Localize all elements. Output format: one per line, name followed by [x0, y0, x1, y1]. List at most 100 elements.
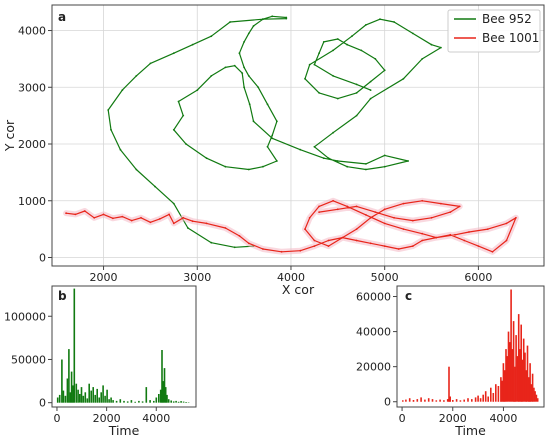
bar [92, 387, 94, 403]
series-bee-1001-point [158, 218, 161, 220]
x-axis-label: Time [454, 423, 486, 438]
bar [84, 392, 87, 403]
series-bee-1001-point [477, 245, 480, 248]
series-bee-952-point [271, 134, 274, 137]
bar [446, 399, 449, 402]
series-bee-952-point [196, 89, 199, 91]
series-bee-952-point [369, 97, 372, 100]
series-bee-952-point [322, 41, 325, 43]
bar [64, 395, 67, 403]
series-bee-952-point [172, 128, 175, 131]
series-bee-1001-point [262, 248, 264, 250]
bar [138, 400, 140, 403]
bar [96, 388, 98, 403]
series-bee-952-point [172, 52, 175, 55]
bar [104, 395, 106, 403]
bar [172, 401, 175, 403]
series-bee-952-point [243, 41, 246, 43]
panel-letter: c [405, 289, 412, 303]
x-tick-label: 0 [399, 412, 406, 425]
legend-box [447, 9, 541, 53]
bar [61, 359, 63, 403]
series-bee-1001-point [449, 211, 452, 214]
series-bee-1001-point [93, 216, 96, 219]
series-bee-1001-point [393, 216, 395, 219]
plot-frame [51, 285, 197, 408]
series-bee-952-point [365, 24, 367, 26]
series-bee-1001-point [280, 250, 283, 253]
bar [449, 396, 451, 402]
bar [115, 400, 118, 403]
bar [477, 395, 479, 402]
series-bee-952-point [238, 52, 241, 55]
x-tick-label: 6000 [464, 271, 492, 284]
series-bee-952-point [247, 32, 250, 35]
series-bee-952-point [322, 157, 325, 160]
series-bee-1001-line [66, 200, 517, 253]
bar [58, 394, 61, 403]
bar [141, 401, 144, 403]
bar [536, 398, 539, 402]
bar [455, 399, 458, 402]
series-bee-952-point [121, 89, 124, 91]
series-bee-1001-point [515, 216, 517, 219]
series-bee-952-point [355, 114, 358, 117]
bar [514, 366, 516, 402]
bar [479, 398, 482, 402]
series-bee-1001-point [318, 211, 320, 214]
series-bee-1001-point [397, 248, 400, 250]
bar [163, 368, 166, 403]
series-bee-952-point [187, 227, 189, 229]
bar [474, 397, 477, 402]
series-bee-1001-point [224, 227, 227, 229]
bar [487, 396, 489, 402]
series-bee-952-point [248, 103, 251, 106]
series-bee-952-point [210, 241, 213, 244]
bar [175, 400, 177, 403]
series-bee-1001-point [383, 222, 386, 225]
bar [56, 397, 59, 403]
bar [161, 350, 163, 403]
bar [126, 401, 129, 403]
bar [70, 371, 73, 403]
bar [164, 387, 167, 403]
data-layer [63, 15, 519, 255]
series-bee-952-line [107, 15, 442, 248]
x-tick-label: 5000 [371, 271, 399, 284]
bar [159, 389, 162, 403]
bar [497, 386, 500, 402]
bar [424, 399, 426, 402]
bar [145, 387, 148, 403]
series-bee-952-point [241, 72, 244, 74]
bar [416, 399, 419, 402]
series-bee-952-point [233, 64, 236, 67]
series-bee-952-point [229, 21, 232, 23]
bar [69, 392, 72, 403]
bar [155, 397, 158, 403]
y-tick-label: 100000 [4, 310, 46, 323]
series-bee-1001-point [411, 219, 414, 222]
plot-frame [396, 285, 545, 408]
series-bee-952-point [185, 143, 187, 145]
bar [522, 338, 525, 402]
data-layer [56, 288, 190, 403]
y-tick-label: 60000 [356, 291, 391, 304]
series-bee-952-point [252, 120, 255, 123]
series-bee-1001-point [421, 239, 424, 242]
series-bee-1001-point [463, 239, 466, 242]
bar [482, 394, 484, 402]
series-bee-952-point [247, 75, 250, 77]
bar [106, 389, 108, 403]
bar [505, 349, 507, 402]
bar [463, 399, 465, 402]
bar [511, 349, 514, 402]
series-bee-952-point [299, 148, 302, 151]
y-tick-label: 2000 [18, 138, 46, 151]
y-tick-label: 20000 [356, 361, 391, 374]
bar [88, 383, 90, 403]
bar [502, 363, 505, 402]
x-tick-label: 4000 [277, 271, 305, 284]
series-bee-952-point [336, 97, 339, 100]
bar [94, 394, 96, 403]
